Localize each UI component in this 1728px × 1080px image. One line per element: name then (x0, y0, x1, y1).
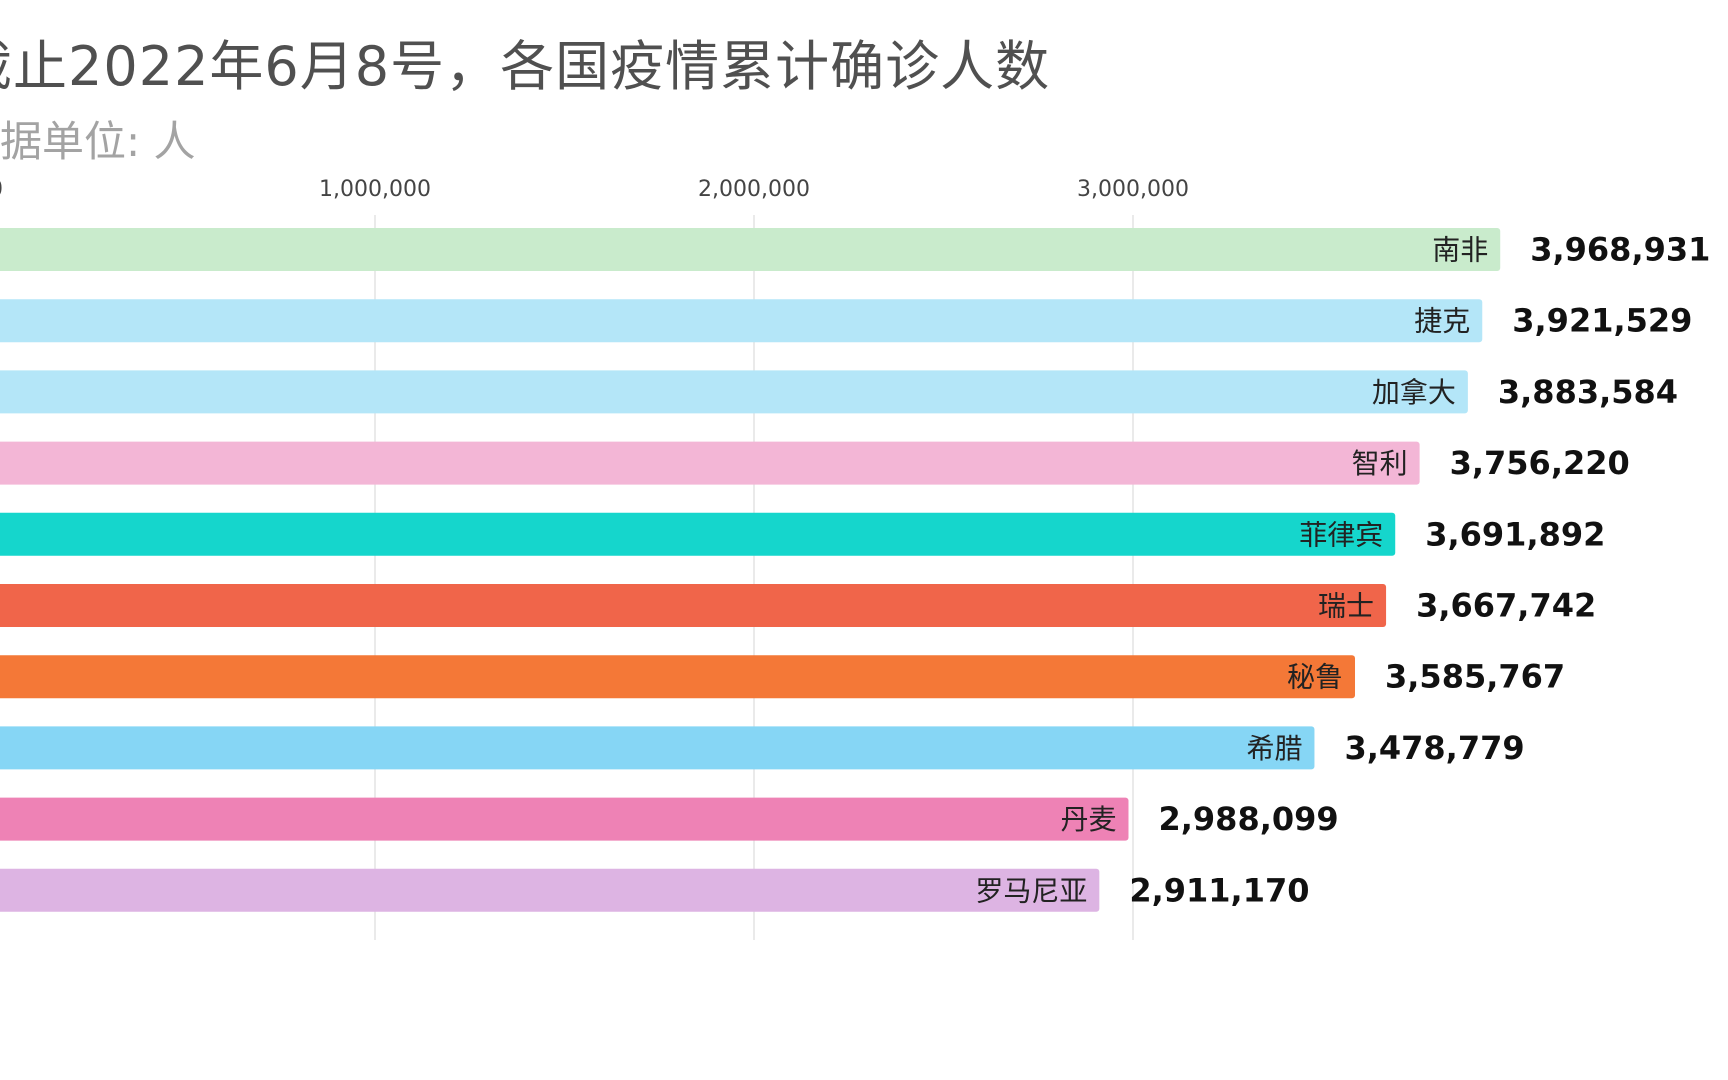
x-tick-label: 0 (0, 177, 3, 202)
bar-category-label: 罗马尼亚 (975, 874, 1087, 907)
bar-value-label: 3,478,779 (1344, 729, 1524, 767)
bar-category-label: 智利 (1352, 447, 1408, 480)
bar-value-label: 3,756,220 (1450, 444, 1630, 482)
bar-category-label: 捷克 (1414, 305, 1470, 338)
bar-value-label: 3,667,742 (1416, 587, 1596, 625)
bar-category-label: 希腊 (1246, 732, 1302, 765)
bar-category-label: 加拿大 (1372, 376, 1456, 409)
bar-category-label: 秘鲁 (1287, 661, 1343, 694)
bar (0, 512, 1396, 556)
bar-value-label: 3,691,892 (1425, 515, 1605, 553)
bar (0, 726, 1315, 770)
bar-value-label: 2,988,099 (1158, 800, 1338, 838)
chart-title: 截止2022年6月8号，各国疫情累计确诊人数 (0, 35, 1051, 98)
bar (0, 228, 1501, 271)
bar-value-label: 3,968,931 (1530, 231, 1710, 269)
bar-value-label: 3,921,529 (1512, 302, 1692, 340)
bar (0, 655, 1356, 699)
bar-category-label: 丹麦 (1060, 803, 1116, 836)
bar-category-label: 菲律宾 (1299, 518, 1383, 551)
bar (0, 868, 1100, 912)
bar (0, 797, 1129, 841)
bar (0, 584, 1387, 627)
x-tick-label: 2,000,000 (698, 177, 810, 202)
bar (0, 370, 1468, 414)
x-tick-label: 3,000,000 (1077, 177, 1189, 202)
bar (0, 299, 1483, 343)
bar-value-label: 3,585,767 (1385, 658, 1565, 696)
bar-value-label: 3,883,584 (1498, 373, 1678, 411)
x-tick-label: 1,000,000 (319, 177, 431, 202)
bar-category-label: 瑞士 (1318, 590, 1374, 623)
bar-category-label: 南非 (1432, 234, 1488, 267)
bar-value-label: 2,911,170 (1129, 871, 1309, 909)
bar (0, 441, 1420, 485)
